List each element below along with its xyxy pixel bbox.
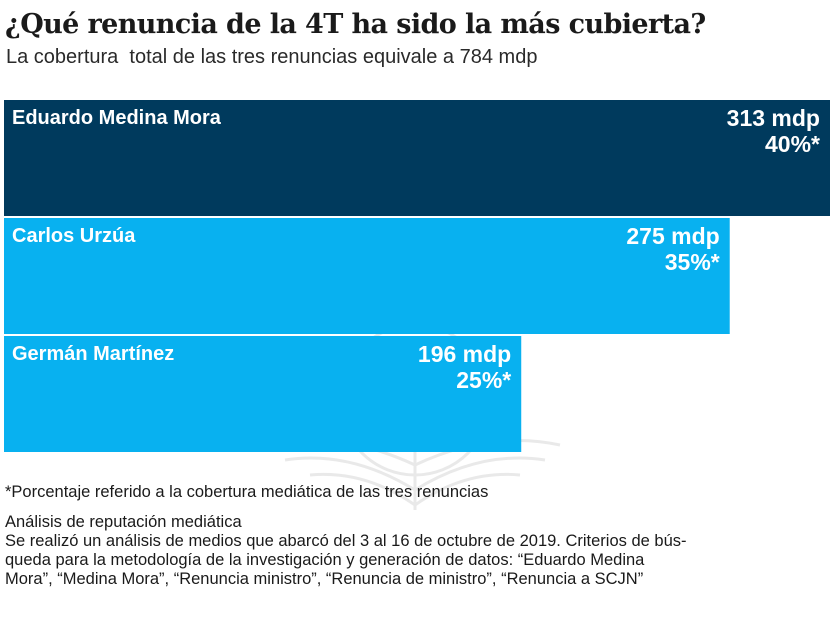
bar [4,336,522,452]
bar-category-label: Carlos Urzúa [12,225,136,247]
methodology-block: Análisis de reputación mediática Se real… [5,513,825,589]
methodology-line: queda para la metodología de la investig… [5,551,645,569]
bar-percent-label: 40%* [765,131,820,157]
page-subtitle: La cobertura total de las tres renuncias… [6,46,538,68]
page-title: ¿Qué renuncia de la 4T ha sido la más cu… [5,9,706,40]
bar-category-label: Germán Martínez [12,343,174,365]
bar [4,218,730,334]
bar-value-label: 275 mdp [626,223,719,249]
bar-percent-label: 35%* [665,249,720,275]
bar [4,100,830,216]
methodology-title: Análisis de reputación mediática [5,513,242,531]
footnote: *Porcentaje referido a la cobertura medi… [5,483,489,501]
methodology-line: Mora”, “Medina Mora”, “Renuncia ministro… [5,570,644,588]
bar-value-label: 313 mdp [727,105,820,131]
bar-category-label: Eduardo Medina Mora [12,107,222,129]
bar-value-label: 196 mdp [418,341,511,367]
bar-percent-label: 25%* [456,367,511,393]
methodology-line: Se realizó un análisis de medios que aba… [5,532,687,550]
